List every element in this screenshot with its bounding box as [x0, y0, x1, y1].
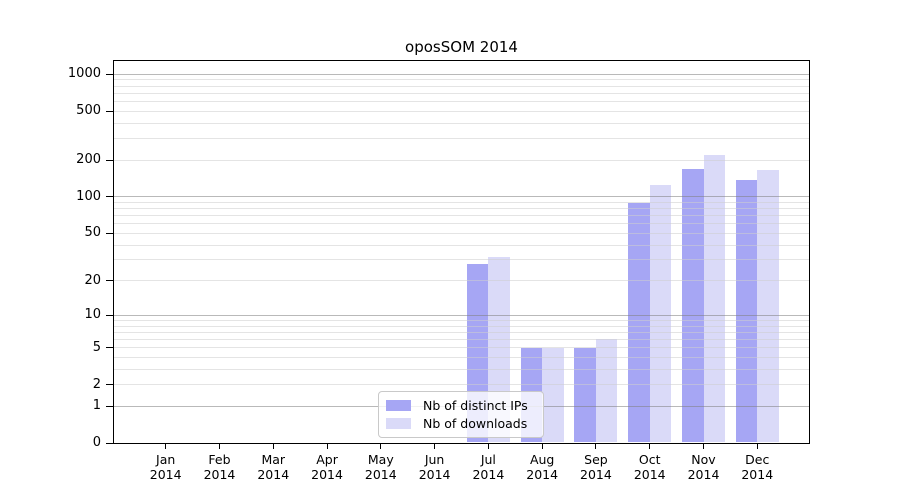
- x-tick-label: Aug 2014: [526, 452, 559, 482]
- gridline-minor: [114, 159, 809, 161]
- x-tick: [165, 444, 167, 449]
- y-tick-label: 20: [84, 272, 101, 288]
- x-tick-label: Feb 2014: [203, 452, 236, 482]
- gridline-minor: [114, 85, 809, 87]
- y-tick: [106, 347, 113, 349]
- bar-downloads: [595, 339, 618, 443]
- x-tick-label: Jun 2014: [418, 452, 451, 482]
- x-tick: [649, 444, 651, 449]
- gridline-minor: [114, 244, 809, 246]
- gridline-minor: [114, 331, 809, 333]
- bar-distinct-ips: [574, 347, 596, 443]
- gridline-minor: [114, 101, 809, 103]
- y-tick-label: 1: [92, 398, 101, 414]
- y-tick-label: 0: [92, 435, 101, 451]
- x-tick-label: Jan 2014: [149, 452, 182, 482]
- y-tick-label: 500: [76, 103, 101, 119]
- bar-distinct-ips: [682, 168, 704, 443]
- legend-item-downloads: Nb of downloads: [386, 416, 543, 431]
- gridline-minor: [114, 384, 809, 386]
- bar-distinct-ips: [628, 203, 650, 443]
- gridline-minor: [114, 138, 809, 140]
- x-tick-label: Nov 2014: [687, 452, 720, 482]
- legend-label: Nb of distinct IPs: [423, 398, 528, 413]
- x-tick: [703, 444, 704, 449]
- y-tick-label: 5: [92, 339, 101, 355]
- x-tick-label: Sep 2014: [580, 452, 612, 482]
- x-tick: [487, 444, 489, 449]
- x-tick: [595, 444, 597, 449]
- y-tick: [106, 314, 113, 316]
- bar-distinct-ips: [735, 179, 758, 443]
- gridline-minor: [114, 79, 809, 81]
- y-tick: [106, 442, 113, 444]
- x-tick: [218, 444, 220, 449]
- bar-downloads: [757, 170, 779, 443]
- legend-label: Nb of downloads: [423, 416, 528, 431]
- bar-downloads: [703, 155, 725, 443]
- legend-item-distinct-ips: Nb of distinct IPs: [386, 398, 543, 413]
- y-tick: [106, 232, 113, 234]
- y-tick-label: 1000: [67, 66, 101, 82]
- x-tick-label: May 2014: [364, 452, 397, 482]
- gridline-minor: [114, 208, 809, 210]
- x-tick-label: Apr 2014: [311, 452, 343, 482]
- x-tick-label: Oct 2014: [633, 452, 666, 482]
- gridline-minor: [114, 259, 809, 261]
- y-tick: [106, 73, 113, 75]
- y-tick: [106, 384, 113, 386]
- bar-downloads: [649, 185, 672, 443]
- y-tick-label: 50: [84, 225, 101, 241]
- bar-downloads: [542, 347, 564, 443]
- y-tick: [106, 280, 113, 282]
- x-tick: [272, 444, 274, 449]
- gridline-minor: [114, 368, 809, 370]
- y-tick: [106, 159, 113, 161]
- gridline-minor: [114, 338, 809, 340]
- gridline-minor: [114, 122, 809, 124]
- x-tick: [380, 444, 382, 449]
- legend: Nb of distinct IPs Nb of downloads: [378, 391, 544, 438]
- gridline-minor: [114, 92, 809, 94]
- gridline-minor: [114, 319, 809, 321]
- x-tick: [326, 444, 328, 449]
- gridline-minor: [114, 325, 809, 327]
- y-tick-label: 2: [92, 376, 101, 392]
- x-tick-label: Dec 2014: [741, 452, 774, 482]
- gridline-minor: [114, 347, 809, 349]
- legend-swatch-distinct-ips: [386, 400, 411, 411]
- x-tick: [756, 444, 758, 449]
- chart-title: oposSOM 2014: [405, 38, 518, 56]
- gridline-minor: [114, 356, 809, 358]
- y-tick: [106, 196, 113, 198]
- legend-swatch-downloads: [386, 418, 411, 429]
- gridline-minor: [114, 280, 809, 282]
- y-tick-label: 200: [76, 152, 101, 168]
- y-tick-label: 100: [76, 188, 101, 204]
- gridline-major: [114, 196, 809, 198]
- gridline-minor: [114, 215, 809, 217]
- y-tick: [106, 405, 113, 407]
- gridline-minor: [114, 201, 809, 203]
- y-tick: [106, 110, 113, 112]
- x-tick: [541, 444, 543, 449]
- x-tick-label: Jul 2014: [472, 452, 505, 482]
- gridline-minor: [114, 223, 809, 225]
- x-tick-label: Mar 2014: [257, 452, 290, 482]
- gridline-minor: [114, 232, 809, 234]
- gridline-major: [114, 314, 809, 316]
- gridline-minor: [114, 110, 809, 112]
- y-tick-label: 10: [84, 307, 101, 323]
- x-tick: [434, 444, 436, 449]
- gridline-major: [114, 73, 809, 75]
